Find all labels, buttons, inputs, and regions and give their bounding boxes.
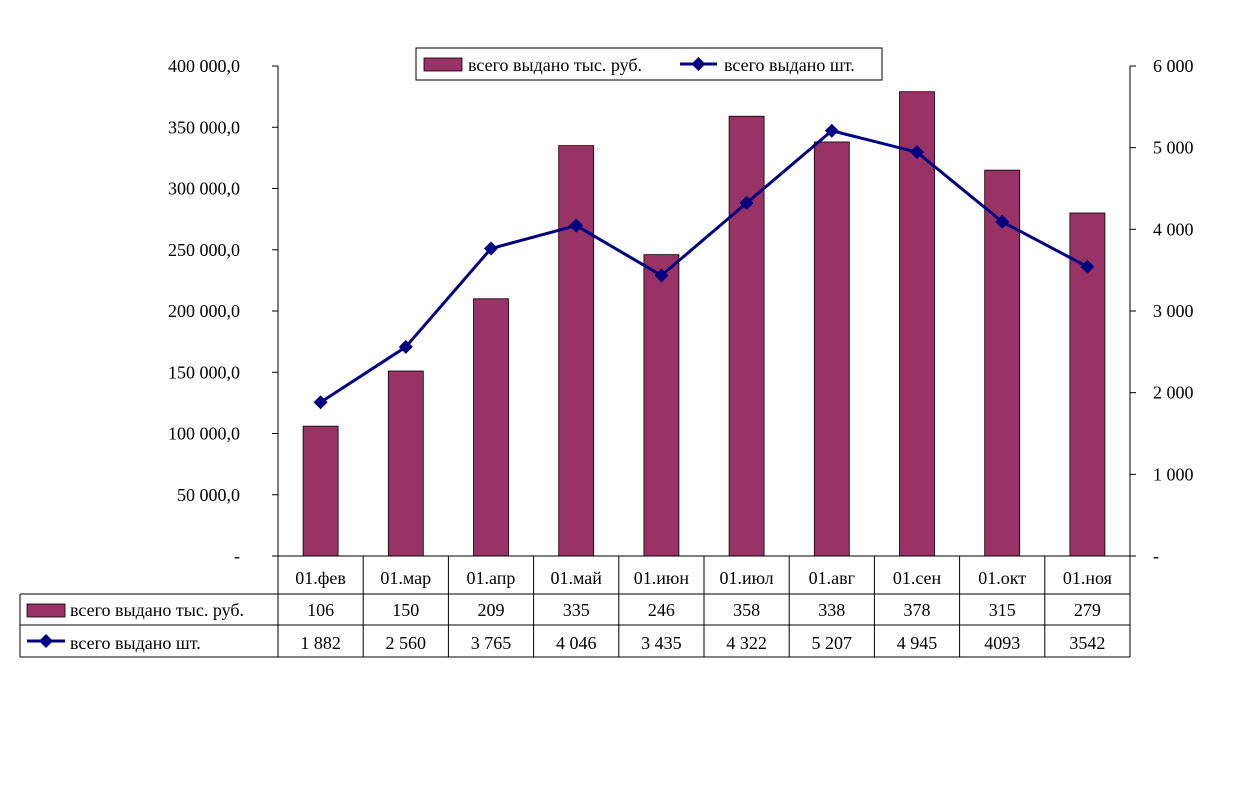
bar: [473, 298, 509, 557]
table-line-row-label: всего выдано шт.: [70, 633, 201, 653]
table-line-value: 4 322: [726, 633, 767, 653]
y-left-tick-label: -: [234, 546, 240, 566]
y-right-tick-label: 1 000: [1153, 464, 1194, 484]
y-left-tick-label: 400 000,0: [168, 56, 240, 76]
y-right-tick-label: -: [1153, 546, 1159, 566]
table-line-value: 3 435: [641, 633, 682, 653]
y-left-tick-label: 100 000,0: [168, 424, 240, 444]
line-series: [313, 123, 1095, 410]
y-right-tick-label: 6 000: [1153, 56, 1194, 76]
table-line-marker: [39, 634, 53, 648]
table-line-value: 2 560: [386, 633, 427, 653]
legend-bar-swatch: [423, 57, 463, 72]
bar: [302, 425, 339, 557]
bar: [813, 141, 850, 557]
table-bar-value: 209: [478, 600, 505, 620]
table-line-value: 1 882: [300, 633, 341, 653]
line-point: [995, 214, 1010, 229]
y-left-tick-label: 350 000,0: [168, 117, 240, 137]
legend: всего выдано тыс. руб. всего выдано шт.: [415, 47, 883, 81]
line-path: [319, 129, 1089, 404]
line-point: [569, 218, 584, 233]
bar: [558, 145, 595, 557]
line-point: [654, 268, 669, 283]
table-line-value: 4 046: [556, 633, 597, 653]
x-tick-label: 01.окт: [978, 568, 1026, 588]
table-bar-swatch: [26, 603, 66, 618]
table-bar-value: 335: [563, 600, 590, 620]
y-right-tick-label: 4 000: [1153, 219, 1194, 239]
table-bar-row-label: всего выдано тыс. руб.: [70, 600, 244, 620]
line-point: [313, 395, 328, 410]
table-line-value: 4093: [984, 633, 1020, 653]
y-left-tick-label: 200 000,0: [168, 301, 240, 321]
table-bar-value: 358: [733, 600, 760, 620]
bar: [643, 254, 680, 557]
table-line-value: 3 765: [471, 633, 512, 653]
x-tick-label: 01.июн: [634, 568, 690, 588]
table-bar-value: 378: [904, 600, 931, 620]
y-left-tick-label: 50 000,0: [177, 485, 240, 505]
bar: [728, 115, 765, 557]
line-point: [824, 123, 839, 138]
y-left-tick-labels: - 50 000,0 100 000,0 150 000,0 200 000,0 250 …: [168, 56, 278, 566]
y-right-tick-label: 5 000: [1153, 138, 1194, 158]
x-tick-label: 01.авг: [809, 568, 855, 588]
line-point: [1080, 259, 1095, 274]
legend-line-label: всего выдано шт.: [724, 55, 855, 75]
x-tick-label: 01.апр: [467, 568, 516, 588]
line-point: [398, 339, 413, 354]
line-point: [739, 196, 754, 211]
bar: [899, 91, 935, 557]
x-tick-label: 01.ноя: [1063, 568, 1112, 588]
x-tick-label: 01.сен: [893, 568, 942, 588]
table-bar-value: 279: [1074, 600, 1101, 620]
table-line-value: 3542: [1069, 633, 1105, 653]
table-bar-value: 150: [392, 600, 419, 620]
y-left-tick-label: 150 000,0: [168, 362, 240, 382]
y-left-tick-label: 300 000,0: [168, 179, 240, 199]
y-right-tick-label: 2 000: [1153, 383, 1194, 403]
bar: [984, 169, 1021, 557]
x-tick-label: 01.мар: [380, 568, 431, 588]
table-line-value: 4 945: [897, 633, 938, 653]
table-line-value: 5 207: [812, 633, 853, 653]
y-right-tick-label: 3 000: [1153, 301, 1194, 321]
line-point: [910, 145, 924, 160]
y-left-tick-label: 250 000,0: [168, 240, 240, 260]
legend-line-marker: [691, 57, 706, 71]
x-tick-label: 01.май: [551, 568, 603, 588]
legend-box: [415, 47, 883, 81]
bar-series: [302, 91, 1106, 557]
table-bar-value: 106: [307, 600, 334, 620]
x-tick-label: 01.фев: [295, 568, 346, 588]
legend-bar-label: всего выдано тыс. руб.: [468, 55, 642, 75]
table-bar-value: 315: [989, 600, 1016, 620]
table-bar-value: 338: [818, 600, 845, 620]
y-right-tick-labels: - 1 000 2 000 3 000 4 000 5 000 6 000: [1130, 56, 1194, 566]
bar: [387, 370, 424, 557]
data-table: 01.фев 01.мар 01.апр 01.май 01.июн 01.июл 01.а…: [19, 555, 1131, 658]
table-bar-value: 246: [648, 600, 675, 620]
line-point: [484, 241, 498, 256]
x-tick-label: 01.июл: [720, 568, 774, 588]
